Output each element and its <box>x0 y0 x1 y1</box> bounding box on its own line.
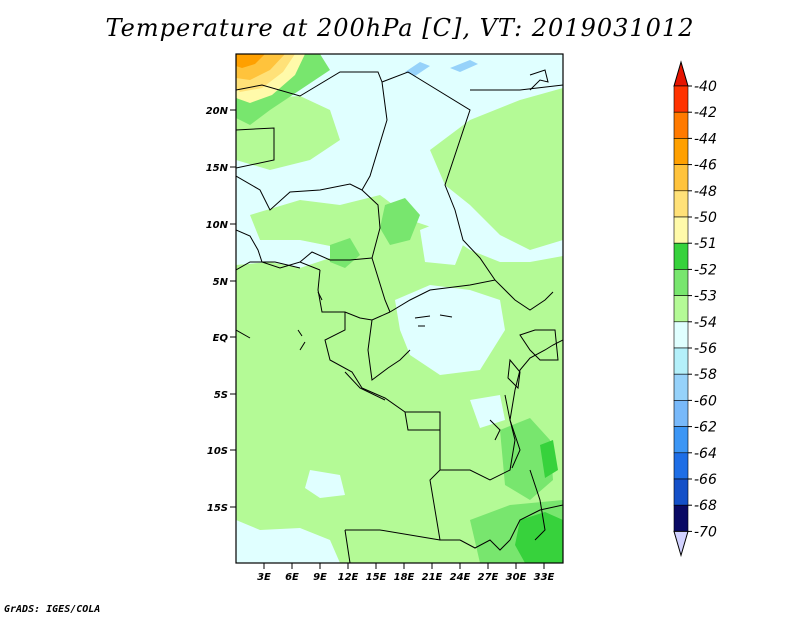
colorbar-label: -42 <box>694 105 717 121</box>
lon-tick-label: 21E <box>422 572 443 583</box>
lon-tick-label: 30E <box>506 572 527 583</box>
colorbar-bottom-arrow <box>673 530 689 558</box>
lon-tick-label: 18E <box>394 572 415 583</box>
lat-tick-label: 5S <box>214 390 228 401</box>
colorbar-band <box>673 347 689 375</box>
colorbar-label: -68 <box>694 498 717 514</box>
lon-tick-label: 6E <box>285 572 299 583</box>
lat-axis: 20N 15N 10N 5N EQ 5S 10S 15S <box>206 106 236 514</box>
colorbar-label: -70 <box>694 524 717 540</box>
map-frame <box>235 53 564 564</box>
lon-tick-label: 9E <box>313 572 327 583</box>
lon-tick-label: 33E <box>534 572 555 583</box>
colorbar-label: -66 <box>694 472 717 488</box>
lat-tick-label: 20N <box>206 106 229 117</box>
colorbar-top-arrow <box>673 60 689 87</box>
colorbar-band <box>673 400 689 427</box>
map-title: Temperature at 200hPa [C], VT: 201903101… <box>105 14 695 42</box>
colorbar-label: -46 <box>694 158 717 174</box>
lat-tick-label: 10S <box>207 446 228 457</box>
colorbar-band <box>673 452 689 480</box>
colorbar-label: -54 <box>694 315 717 331</box>
grads-credit: GrADS: IGES/COLA <box>4 604 101 615</box>
lon-tick-label: 15E <box>366 572 387 583</box>
colorbar-label: -58 <box>694 367 717 383</box>
lon-axis: 3E 6E 9E 12E 15E 18E 21E 24E 27E 30E 33E <box>257 563 555 583</box>
colorbar: -40 -42 -44 -46 -48 -50 -51 -52 -53 -54 -56 -58 -60 -… <box>673 60 717 558</box>
lat-tick-label: 15S <box>207 503 228 514</box>
lon-tick-label: 3E <box>257 572 271 583</box>
colorbar-band <box>673 373 689 401</box>
lon-tick-label: 12E <box>338 572 359 583</box>
colorbar-band <box>673 269 689 296</box>
colorbar-label: -64 <box>694 446 717 462</box>
colorbar-band <box>673 295 689 323</box>
fill-light-green-northeast <box>430 88 563 250</box>
map-plot-area: 20N 15N 10N 5N EQ 5S 10S 15S 3E 6E 9E 12… <box>206 53 564 583</box>
colorbar-label: -50 <box>694 210 717 226</box>
temperature-fill <box>236 54 563 563</box>
colorbar-band <box>673 426 689 454</box>
colorbar-label: -53 <box>694 289 717 305</box>
colorbar-band <box>673 216 689 244</box>
colorbar-band <box>673 504 689 532</box>
lat-tick-label: 15N <box>206 163 229 174</box>
colorbar-label: -44 <box>694 131 717 147</box>
lat-tick-label: 10N <box>206 220 229 231</box>
colorbar-label: -51 <box>694 236 717 252</box>
colorbar-label: -62 <box>694 420 717 436</box>
fill-cold-specks <box>405 62 430 76</box>
colorbar-band <box>673 85 689 113</box>
colorbar-label: -52 <box>694 262 717 278</box>
colorbar-band <box>673 478 689 506</box>
colorbar-band <box>673 138 689 165</box>
lon-tick-label: 27E <box>478 572 499 583</box>
lat-tick-label: EQ <box>213 333 229 344</box>
colorbar-label: -60 <box>694 393 717 409</box>
colorbar-label: -48 <box>694 184 717 200</box>
colorbar-band <box>673 242 689 270</box>
colorbar-label: -40 <box>694 79 717 95</box>
fill-cyan-center <box>395 285 505 375</box>
colorbar-band <box>673 111 689 139</box>
lon-tick-label: 24E <box>450 572 471 583</box>
colorbar-band <box>673 321 689 349</box>
colorbar-label: -56 <box>694 341 717 357</box>
fill-green-patch <box>380 198 420 245</box>
fill-dark-green-southeast <box>515 512 563 563</box>
country-borders <box>236 69 563 563</box>
colorbar-band <box>673 190 689 218</box>
lat-tick-label: 5N <box>213 277 229 288</box>
colorbar-band <box>673 164 689 192</box>
